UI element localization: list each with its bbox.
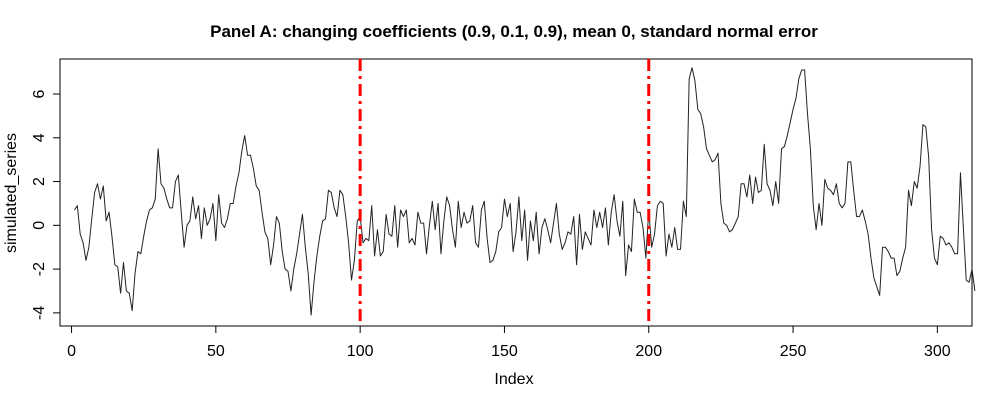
x-tick-label: 200 (635, 343, 662, 360)
y-tick-label: 2 (31, 177, 48, 186)
x-tick-label: 0 (67, 343, 76, 360)
series-group (74, 67, 976, 316)
x-tick-label: 100 (347, 343, 374, 360)
x-axis-label: Index (494, 371, 533, 388)
y-tick-label: -2 (31, 262, 48, 276)
plot-area-frame (59, 58, 973, 327)
x-tick-label: 50 (207, 343, 225, 360)
x-tick-label: 300 (924, 343, 951, 360)
y-axis-label: simulated_series (3, 133, 20, 253)
y-tick-label: 0 (31, 221, 48, 230)
series-line-0 (74, 67, 976, 316)
chart-title: Panel A: changing coefficients (0.9, 0.1… (210, 22, 818, 41)
x-tick-label: 150 (491, 343, 518, 360)
y-axis-ticks: -4 -2 0 2 4 6 (31, 89, 60, 320)
x-axis-ticks: 0 50 100 150 200 250 300 (67, 326, 951, 360)
y-tick-label: -4 (31, 306, 48, 320)
reference-lines (358, 59, 651, 326)
y-tick-label: 4 (31, 133, 48, 142)
x-tick-label: 250 (780, 343, 807, 360)
y-tick-label: 6 (31, 89, 48, 98)
